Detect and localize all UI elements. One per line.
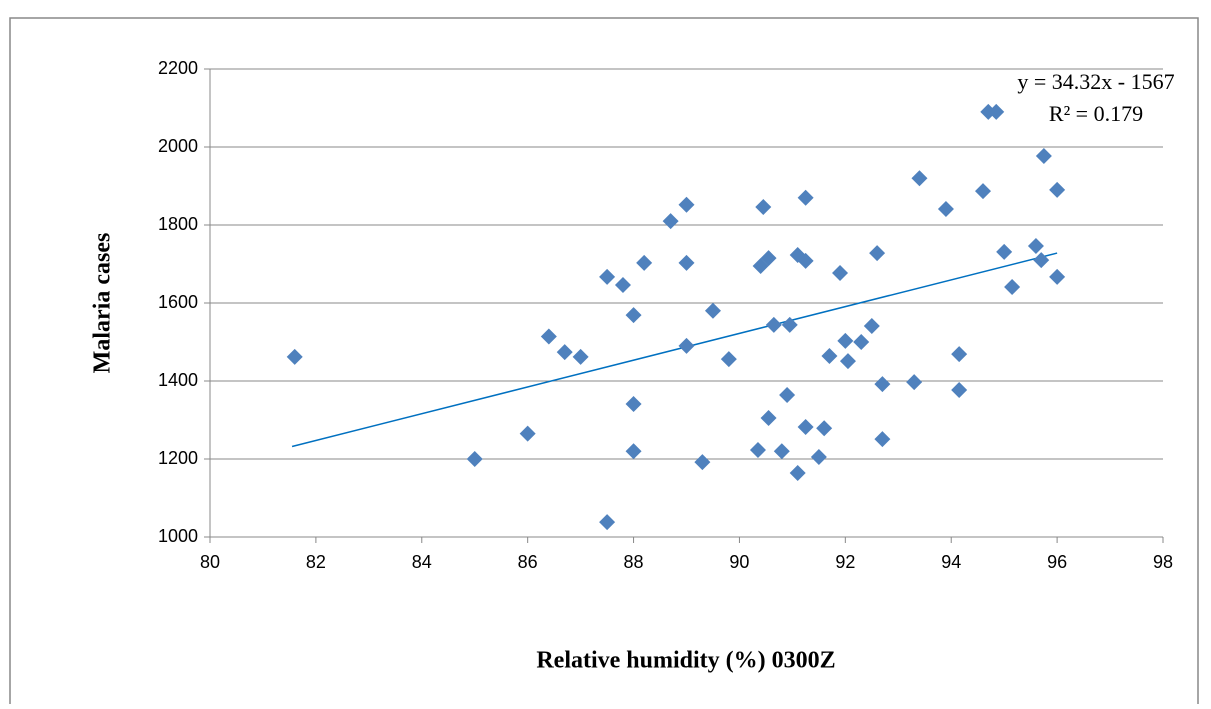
- y-tick-label: 2000: [158, 136, 198, 156]
- x-tick-label: 92: [835, 552, 855, 572]
- point: [614, 277, 631, 294]
- point: [797, 252, 814, 269]
- y-tick-label: 1400: [158, 370, 198, 390]
- y-tick-label: 1200: [158, 448, 198, 468]
- x-tick-label: 84: [412, 552, 432, 572]
- point: [519, 425, 536, 442]
- x-tick-label: 80: [200, 552, 220, 572]
- point: [599, 514, 616, 531]
- point: [599, 268, 616, 285]
- point: [625, 396, 642, 413]
- point: [694, 454, 711, 471]
- point: [720, 351, 737, 368]
- x-axis-label: Relative humidity (%) 0300Z: [536, 648, 835, 674]
- x-tick-label: 82: [306, 552, 326, 572]
- point: [466, 451, 483, 467]
- point: [853, 334, 870, 350]
- point: [832, 264, 849, 281]
- point: [810, 449, 827, 466]
- point: [678, 254, 695, 271]
- point: [540, 328, 557, 345]
- point: [704, 302, 721, 319]
- y-tick-label: 1000: [158, 526, 198, 546]
- point: [797, 419, 814, 436]
- point: [821, 348, 838, 365]
- point: [937, 201, 954, 218]
- point: [1004, 279, 1021, 296]
- trendline: [291, 252, 1058, 448]
- trend-equation: y = 34.32x - 1567: [1017, 69, 1174, 94]
- point: [906, 374, 923, 391]
- point: [1049, 181, 1066, 198]
- point: [1049, 268, 1066, 285]
- point: [286, 348, 303, 365]
- y-tick-label: 1600: [158, 292, 198, 312]
- point: [996, 243, 1013, 260]
- point: [837, 332, 854, 349]
- x-tick-label: 88: [624, 552, 644, 572]
- x-tick-label: 98: [1153, 552, 1173, 572]
- point: [678, 196, 695, 213]
- point: [625, 443, 642, 460]
- point: [869, 245, 886, 262]
- point: [911, 170, 928, 187]
- point: [816, 420, 833, 437]
- point: [625, 307, 642, 324]
- point: [755, 199, 772, 216]
- point: [839, 353, 856, 370]
- x-tick-label: 86: [518, 552, 538, 572]
- point: [556, 344, 573, 361]
- point: [1033, 252, 1050, 269]
- point: [974, 183, 991, 200]
- point: [797, 189, 814, 206]
- frame: [9, 17, 1199, 704]
- point: [760, 410, 777, 427]
- point: [863, 318, 880, 335]
- x-tick-label: 96: [1047, 552, 1067, 572]
- point: [636, 254, 653, 271]
- y-tick-label: 1800: [158, 214, 198, 234]
- point: [1027, 238, 1044, 255]
- point: [789, 465, 806, 482]
- point: [988, 103, 1005, 120]
- point: [765, 316, 782, 333]
- point: [951, 381, 968, 398]
- point: [779, 387, 796, 404]
- trend-r-squared: R² = 0.179: [1049, 101, 1143, 126]
- point: [749, 442, 766, 459]
- point: [572, 348, 589, 365]
- point: [781, 316, 798, 333]
- point: [1035, 147, 1052, 164]
- point: [678, 337, 695, 354]
- point: [874, 376, 891, 393]
- point: [773, 443, 790, 460]
- point: [874, 431, 891, 448]
- y-axis-label: Malaria cases: [90, 233, 116, 374]
- x-tick-label: 94: [941, 552, 961, 572]
- y-tick-label: 2200: [158, 58, 198, 78]
- point: [951, 346, 968, 363]
- point: [760, 250, 777, 267]
- point: [662, 213, 679, 230]
- x-tick-label: 90: [729, 552, 749, 572]
